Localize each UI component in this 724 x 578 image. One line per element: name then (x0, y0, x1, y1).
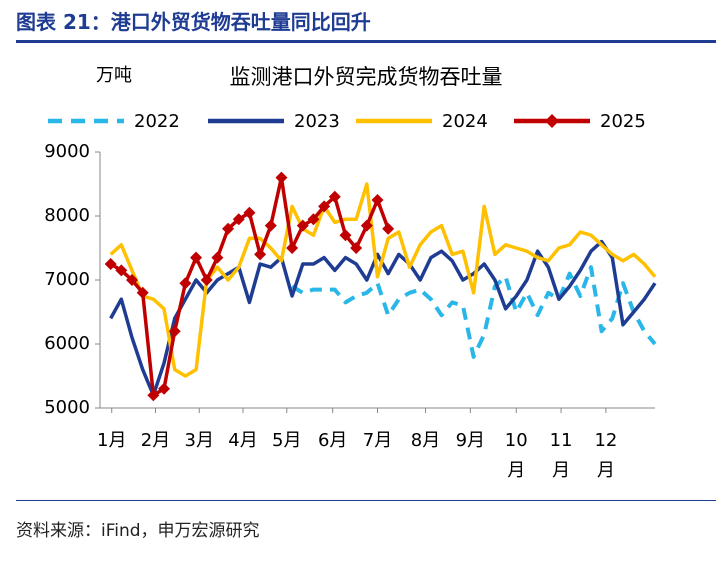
x-tick-label: 6月 (317, 430, 348, 451)
legend-label: 2023 (294, 111, 340, 132)
point-marker (232, 213, 245, 226)
x-tick-label: 7月 (362, 430, 393, 451)
point-marker (339, 229, 352, 242)
chart-title: 监测港口外贸完成货物吞吐量 (230, 65, 503, 89)
header-title: 图表 21：港口外贸货物吞吐量同比回升 (16, 10, 371, 34)
point-marker (286, 242, 299, 254)
x-tick-label: 12月 (594, 430, 618, 481)
point-marker (318, 200, 331, 213)
point-marker (360, 219, 373, 232)
header-rule (16, 40, 716, 43)
point-marker (222, 222, 235, 235)
x-tick-label: 1月 (97, 430, 127, 451)
x-tick-label: 11月 (549, 430, 573, 481)
x-tick-label: 8月 (410, 430, 441, 451)
point-marker (190, 251, 203, 264)
source-note: 资料来源：iFind，申万宏源研究 (16, 521, 260, 541)
point-marker (211, 251, 224, 264)
point-marker (168, 325, 181, 338)
point-marker (296, 219, 309, 232)
point-marker (382, 222, 395, 235)
x-tick-label: 9月 (455, 430, 486, 451)
y-tick-label: 6000 (44, 333, 90, 354)
point-marker (179, 277, 192, 290)
x-tick-label: 10月 (504, 430, 528, 481)
point-marker (371, 194, 384, 206)
point-marker (200, 274, 213, 286)
y-tick-label: 8000 (44, 205, 90, 226)
point-marker (104, 258, 117, 270)
x-tick-label: 2月 (140, 430, 171, 451)
point-marker (350, 242, 363, 254)
y-tick-label: 9000 (44, 141, 90, 162)
y-unit: 万吨 (96, 65, 132, 86)
point-marker (158, 382, 171, 395)
legend-label: 2022 (134, 111, 180, 132)
y-tick-label: 7000 (44, 269, 90, 290)
point-marker (254, 248, 267, 261)
point-marker (136, 286, 149, 299)
footer-rule (16, 500, 716, 501)
y-tick-label: 5000 (44, 397, 90, 418)
series-line (109, 182, 657, 378)
point-marker (275, 171, 288, 184)
legend-label: 2024 (442, 111, 488, 132)
legend-marker (545, 114, 559, 128)
point-marker (328, 190, 341, 203)
point-marker (147, 389, 160, 402)
x-tick-label: 5月 (272, 430, 302, 451)
x-tick-label: 4月 (228, 430, 258, 451)
point-marker (307, 213, 320, 226)
point-marker (115, 264, 128, 277)
x-tick-label: 3月 (184, 430, 214, 451)
point-marker (264, 219, 277, 232)
point-marker (126, 274, 139, 286)
legend-label: 2025 (600, 111, 646, 132)
point-marker (243, 206, 256, 219)
series-line (291, 265, 657, 359)
